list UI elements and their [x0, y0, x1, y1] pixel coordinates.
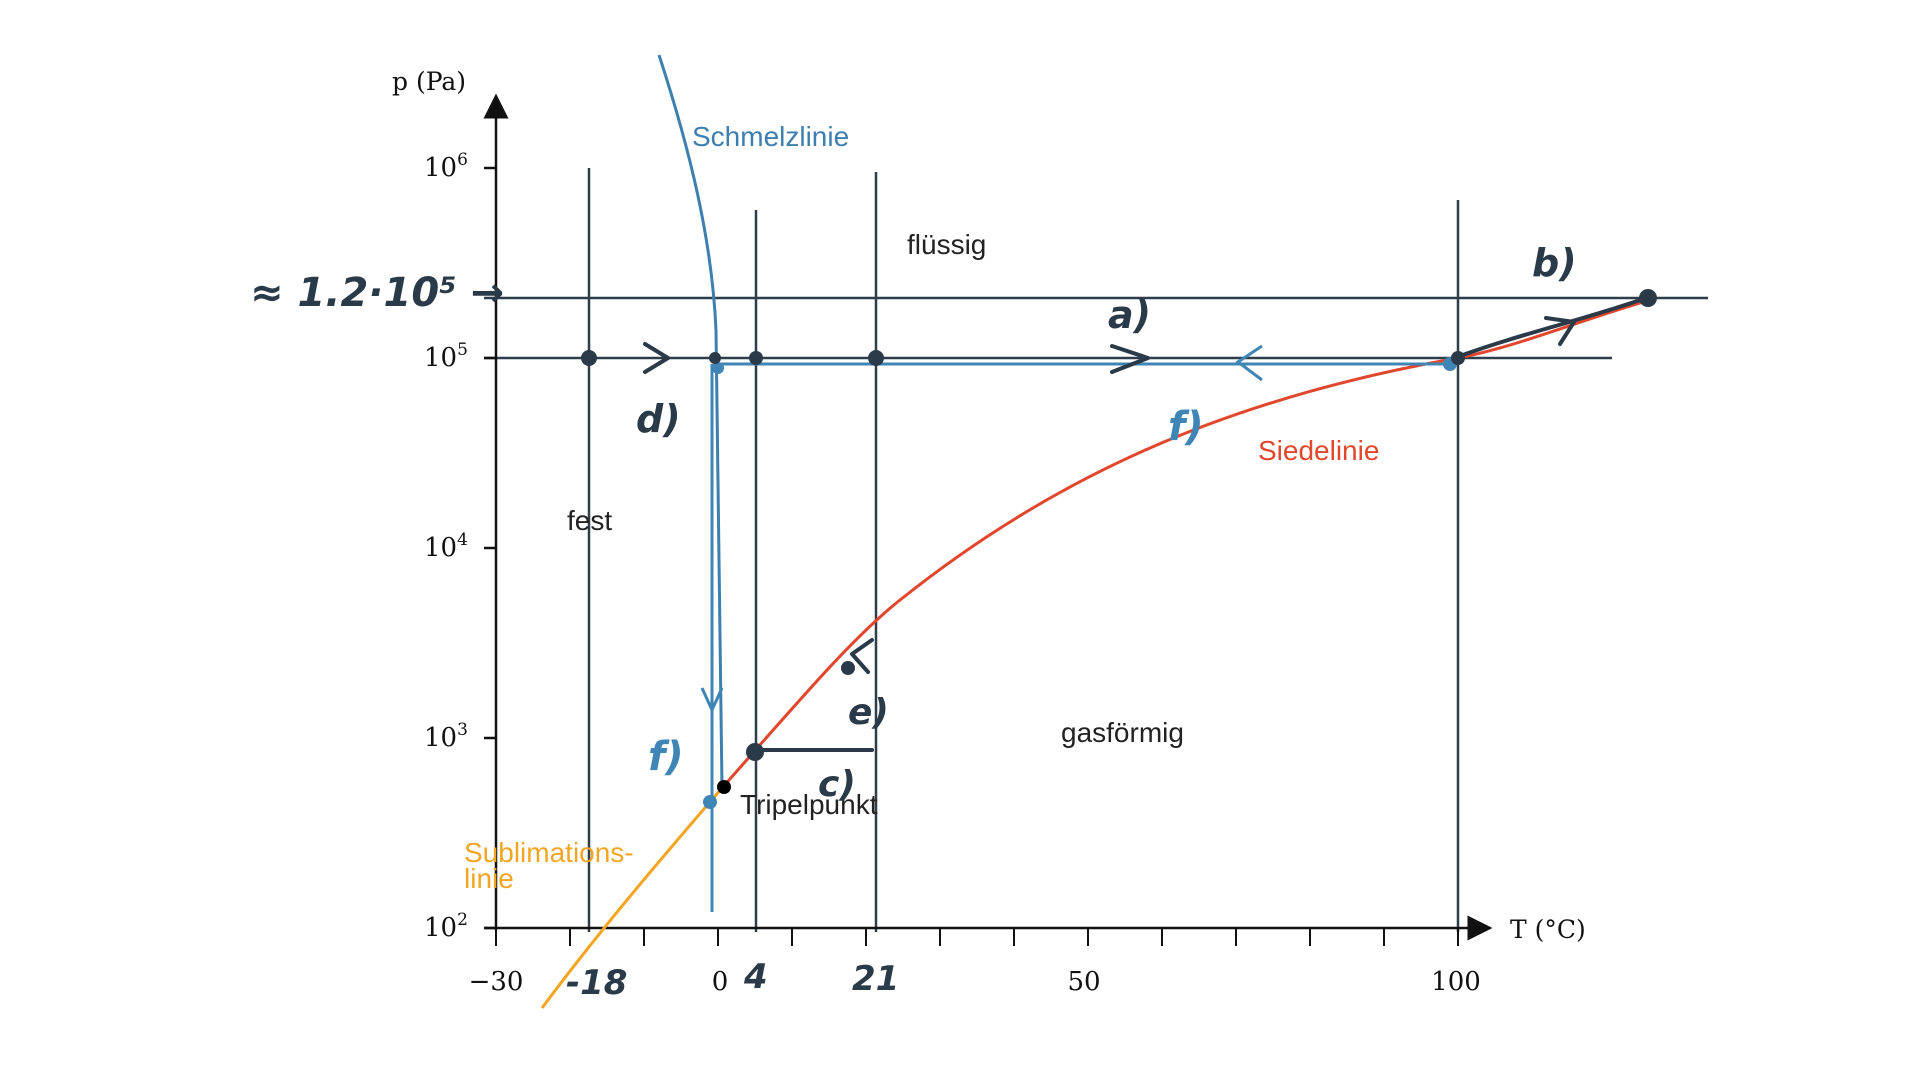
- blue-point-sublimation: [703, 795, 717, 809]
- path-f-annotation: [700, 344, 1452, 912]
- label-d: d): [636, 397, 681, 441]
- x-tick-label-100: 100: [1431, 967, 1481, 997]
- dark-path-markers: [581, 289, 1657, 761]
- pressure-note: ≈ 1.2·10⁵ →: [250, 270, 504, 316]
- x-tick-labels: −30 0 50 100: [469, 967, 1481, 997]
- region-liquid-label: flüssig: [907, 229, 986, 260]
- y-tick-label-1e6: 106: [424, 150, 468, 183]
- x-mark-minus18: -18: [566, 963, 627, 1003]
- label-f-bottom: f): [648, 734, 684, 780]
- label-b: b): [1532, 241, 1577, 285]
- sublimation-curve-label-2: linie: [464, 863, 514, 894]
- blue-point-0: [712, 362, 724, 374]
- x-ticks: [495, 928, 1459, 946]
- x-tick-label-50: 50: [1067, 967, 1100, 997]
- region-gas-label: gasförmig: [1061, 717, 1184, 748]
- melting-curve-label: Schmelzlinie: [692, 121, 849, 152]
- y-ticks: [484, 166, 496, 930]
- x-mark-4: 4: [743, 957, 768, 997]
- horizontal-guide-lines: [484, 296, 1708, 360]
- region-solid-label: fest: [567, 505, 612, 536]
- x-axis-label: T (°C): [1510, 915, 1586, 944]
- sublimation-curve-label-1: Sublimations-: [464, 837, 634, 868]
- label-e: e): [848, 692, 889, 733]
- y-tick-labels: 102 103 104 105 106: [424, 150, 468, 943]
- label-f-top: f): [1168, 404, 1204, 450]
- label-a: a): [1108, 293, 1151, 337]
- y-tick-label-1e3: 103: [424, 720, 468, 753]
- dark-arrows: [643, 296, 1648, 752]
- boiling-curve-label: Siedelinie: [1258, 435, 1379, 466]
- y-tick-label-1e4: 104: [424, 530, 468, 563]
- y-tick-label-1e2: 102: [424, 910, 468, 943]
- axes: [483, 93, 1493, 941]
- y-tick-label-1e5: 105: [424, 340, 468, 373]
- triple-point-label: Tripelpunkt: [740, 789, 878, 820]
- x-mark-21: 21: [852, 959, 899, 999]
- triple-point-marker: [717, 780, 731, 794]
- x-tick-label-minus30: −30: [469, 967, 524, 997]
- melting-curve: [657, 54, 724, 789]
- y-axis-label: p (Pa): [392, 67, 466, 96]
- sublimation-curve: [540, 787, 724, 1009]
- label-c: c): [818, 764, 856, 805]
- x-tick-label-0: 0: [712, 967, 729, 997]
- boiling-curve: [720, 298, 1651, 789]
